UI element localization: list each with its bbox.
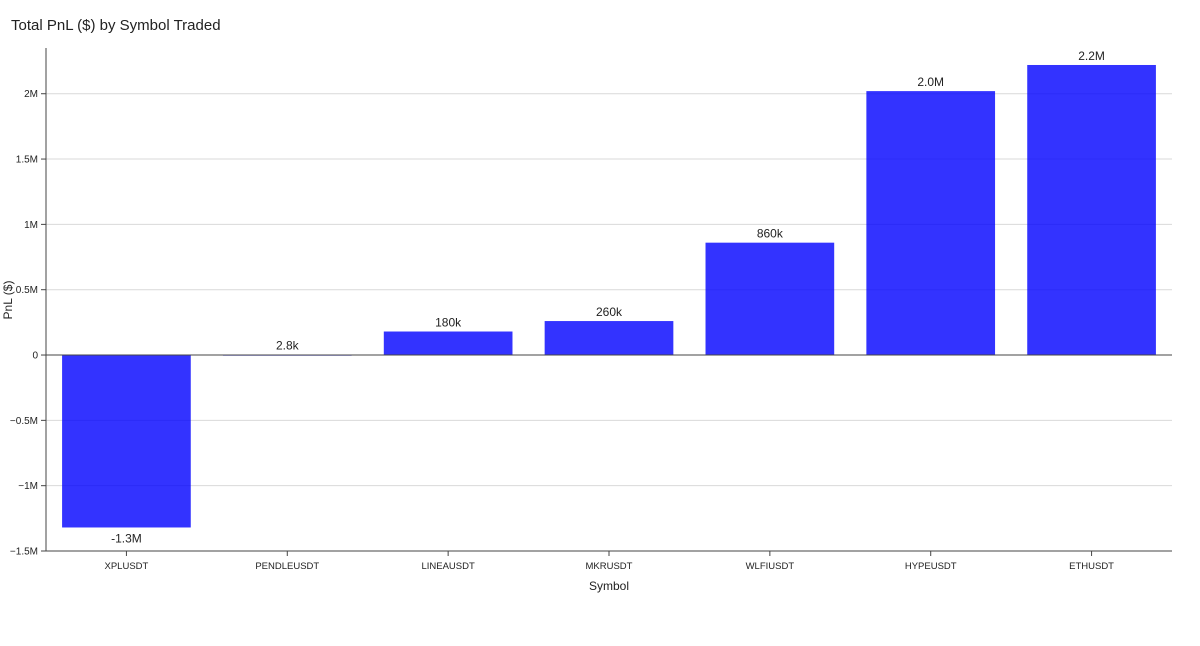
data-label: 180k	[435, 316, 462, 330]
y-tick-label: 2M	[24, 89, 38, 100]
data-labels: -1.3M 2.8k 180k 260k 860k 2.0M 2.2M	[111, 49, 1105, 545]
x-tick-label: LINEAUSDT	[421, 561, 475, 572]
x-axis-title: Symbol	[589, 579, 629, 593]
data-label: -1.3M	[111, 531, 142, 545]
x-tick-label: MKRUSDT	[586, 561, 633, 572]
bar-hypeusdt	[866, 91, 996, 356]
y-tick-label: −1.5M	[10, 547, 38, 558]
y-tick-label: 1.5M	[16, 155, 38, 166]
bar-wlfiusdt	[705, 242, 835, 356]
x-tick-label: WLFIUSDT	[746, 561, 795, 572]
chart-title: Total PnL ($) by Symbol Traded	[11, 17, 221, 34]
bar-ethusdt	[1027, 64, 1156, 356]
y-axis-title: PnL ($)	[1, 281, 15, 320]
y-tick-label: −1M	[18, 481, 38, 492]
axes: −1.5M −1M −0.5M 0 0.5M 1M 1.5M 2M XPLUSDT PENDLEU…	[10, 48, 1172, 572]
y-tick-label: −0.5M	[10, 416, 38, 427]
data-label: 2.0M	[917, 75, 944, 89]
bar-lineausdt	[383, 331, 513, 356]
x-tick-label: HYPEUSDT	[905, 561, 957, 572]
y-tick-label: 0	[32, 351, 38, 362]
y-tick-label: 0.5M	[16, 285, 38, 296]
data-label: 2.8k	[276, 339, 300, 353]
data-label: 260k	[596, 305, 623, 319]
data-label: 860k	[757, 227, 784, 241]
data-label: 2.2M	[1078, 49, 1105, 63]
x-tick-label: XPLUSDT	[105, 561, 149, 572]
x-tick-label: ETHUSDT	[1069, 561, 1114, 572]
y-tick-label: 1M	[24, 220, 38, 231]
bars	[62, 64, 1156, 528]
bar-xplusdt	[62, 355, 191, 528]
x-tick-label: PENDLEUSDT	[255, 561, 319, 572]
bar-mkrusdt	[544, 321, 674, 356]
